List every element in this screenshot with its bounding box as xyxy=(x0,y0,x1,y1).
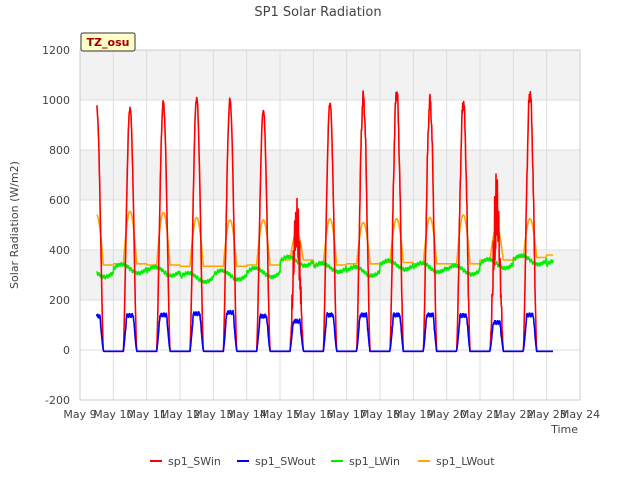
badge-label: TZ_osu xyxy=(87,36,130,49)
plot-band xyxy=(80,50,580,100)
y-tick-label: 1000 xyxy=(42,94,70,107)
legend-label: sp1_LWin xyxy=(349,455,400,468)
y-axis-ticks: -200 0 200 400 600 800 1000 1200 xyxy=(42,44,70,407)
y-tick-label: 200 xyxy=(49,294,70,307)
x-axis-label: Time xyxy=(550,423,578,436)
x-tick-label: May 10 xyxy=(93,408,133,421)
chart-title: SP1 Solar Radiation xyxy=(254,5,381,20)
x-tick-label: May 14 xyxy=(227,408,267,421)
plot-frame xyxy=(79,49,581,401)
y-tick-label: 800 xyxy=(49,144,70,157)
x-tick-label: May 11 xyxy=(127,408,167,421)
x-tick-label: May 16 xyxy=(293,408,333,421)
x-tick-label: May 21 xyxy=(460,408,500,421)
legend-item: sp1_LWout xyxy=(418,455,495,468)
legend-label: sp1_SWin xyxy=(168,455,221,468)
y-tick-label: 0 xyxy=(63,344,70,357)
y-axis-label: Solar Radiation (W/m2) xyxy=(8,161,21,289)
series-line-sp1-lwout xyxy=(96,210,554,268)
plot-band xyxy=(80,250,580,300)
x-tick-label: May 18 xyxy=(360,408,400,421)
x-tick-label: May 9 xyxy=(63,408,96,421)
x-tick-label: May 19 xyxy=(393,408,433,421)
x-tick-label: May 12 xyxy=(160,408,200,421)
legend-item: sp1_SWout xyxy=(237,455,316,468)
x-tick-label: May 13 xyxy=(193,408,233,421)
y-tick-label: 400 xyxy=(49,244,70,257)
x-tick-label: May 23 xyxy=(527,408,567,421)
gridlines xyxy=(79,49,581,401)
legend-label: sp1_SWout xyxy=(255,455,316,468)
legend-label: sp1_LWout xyxy=(436,455,495,468)
x-tick-label: May 17 xyxy=(327,408,367,421)
badge: TZ_osu xyxy=(80,32,136,52)
plot-background-bands xyxy=(80,50,580,300)
y-tick-label: 1200 xyxy=(42,44,70,57)
x-tick-label: May 22 xyxy=(493,408,533,421)
y-tick-label: 600 xyxy=(49,194,70,207)
y-tick-label: -200 xyxy=(45,394,70,407)
series-layer xyxy=(95,90,554,353)
x-tick-label: May 20 xyxy=(427,408,467,421)
legend: sp1_SWin sp1_SWout sp1_LWin sp1_LWout xyxy=(150,455,495,468)
legend-item: sp1_SWin xyxy=(150,455,221,468)
x-tick-label: May 24 xyxy=(560,408,600,421)
legend-item: sp1_LWin xyxy=(331,455,400,468)
x-tick-label: May 15 xyxy=(260,408,300,421)
series-line-sp1-swout xyxy=(95,309,554,353)
plot-band xyxy=(80,150,580,200)
